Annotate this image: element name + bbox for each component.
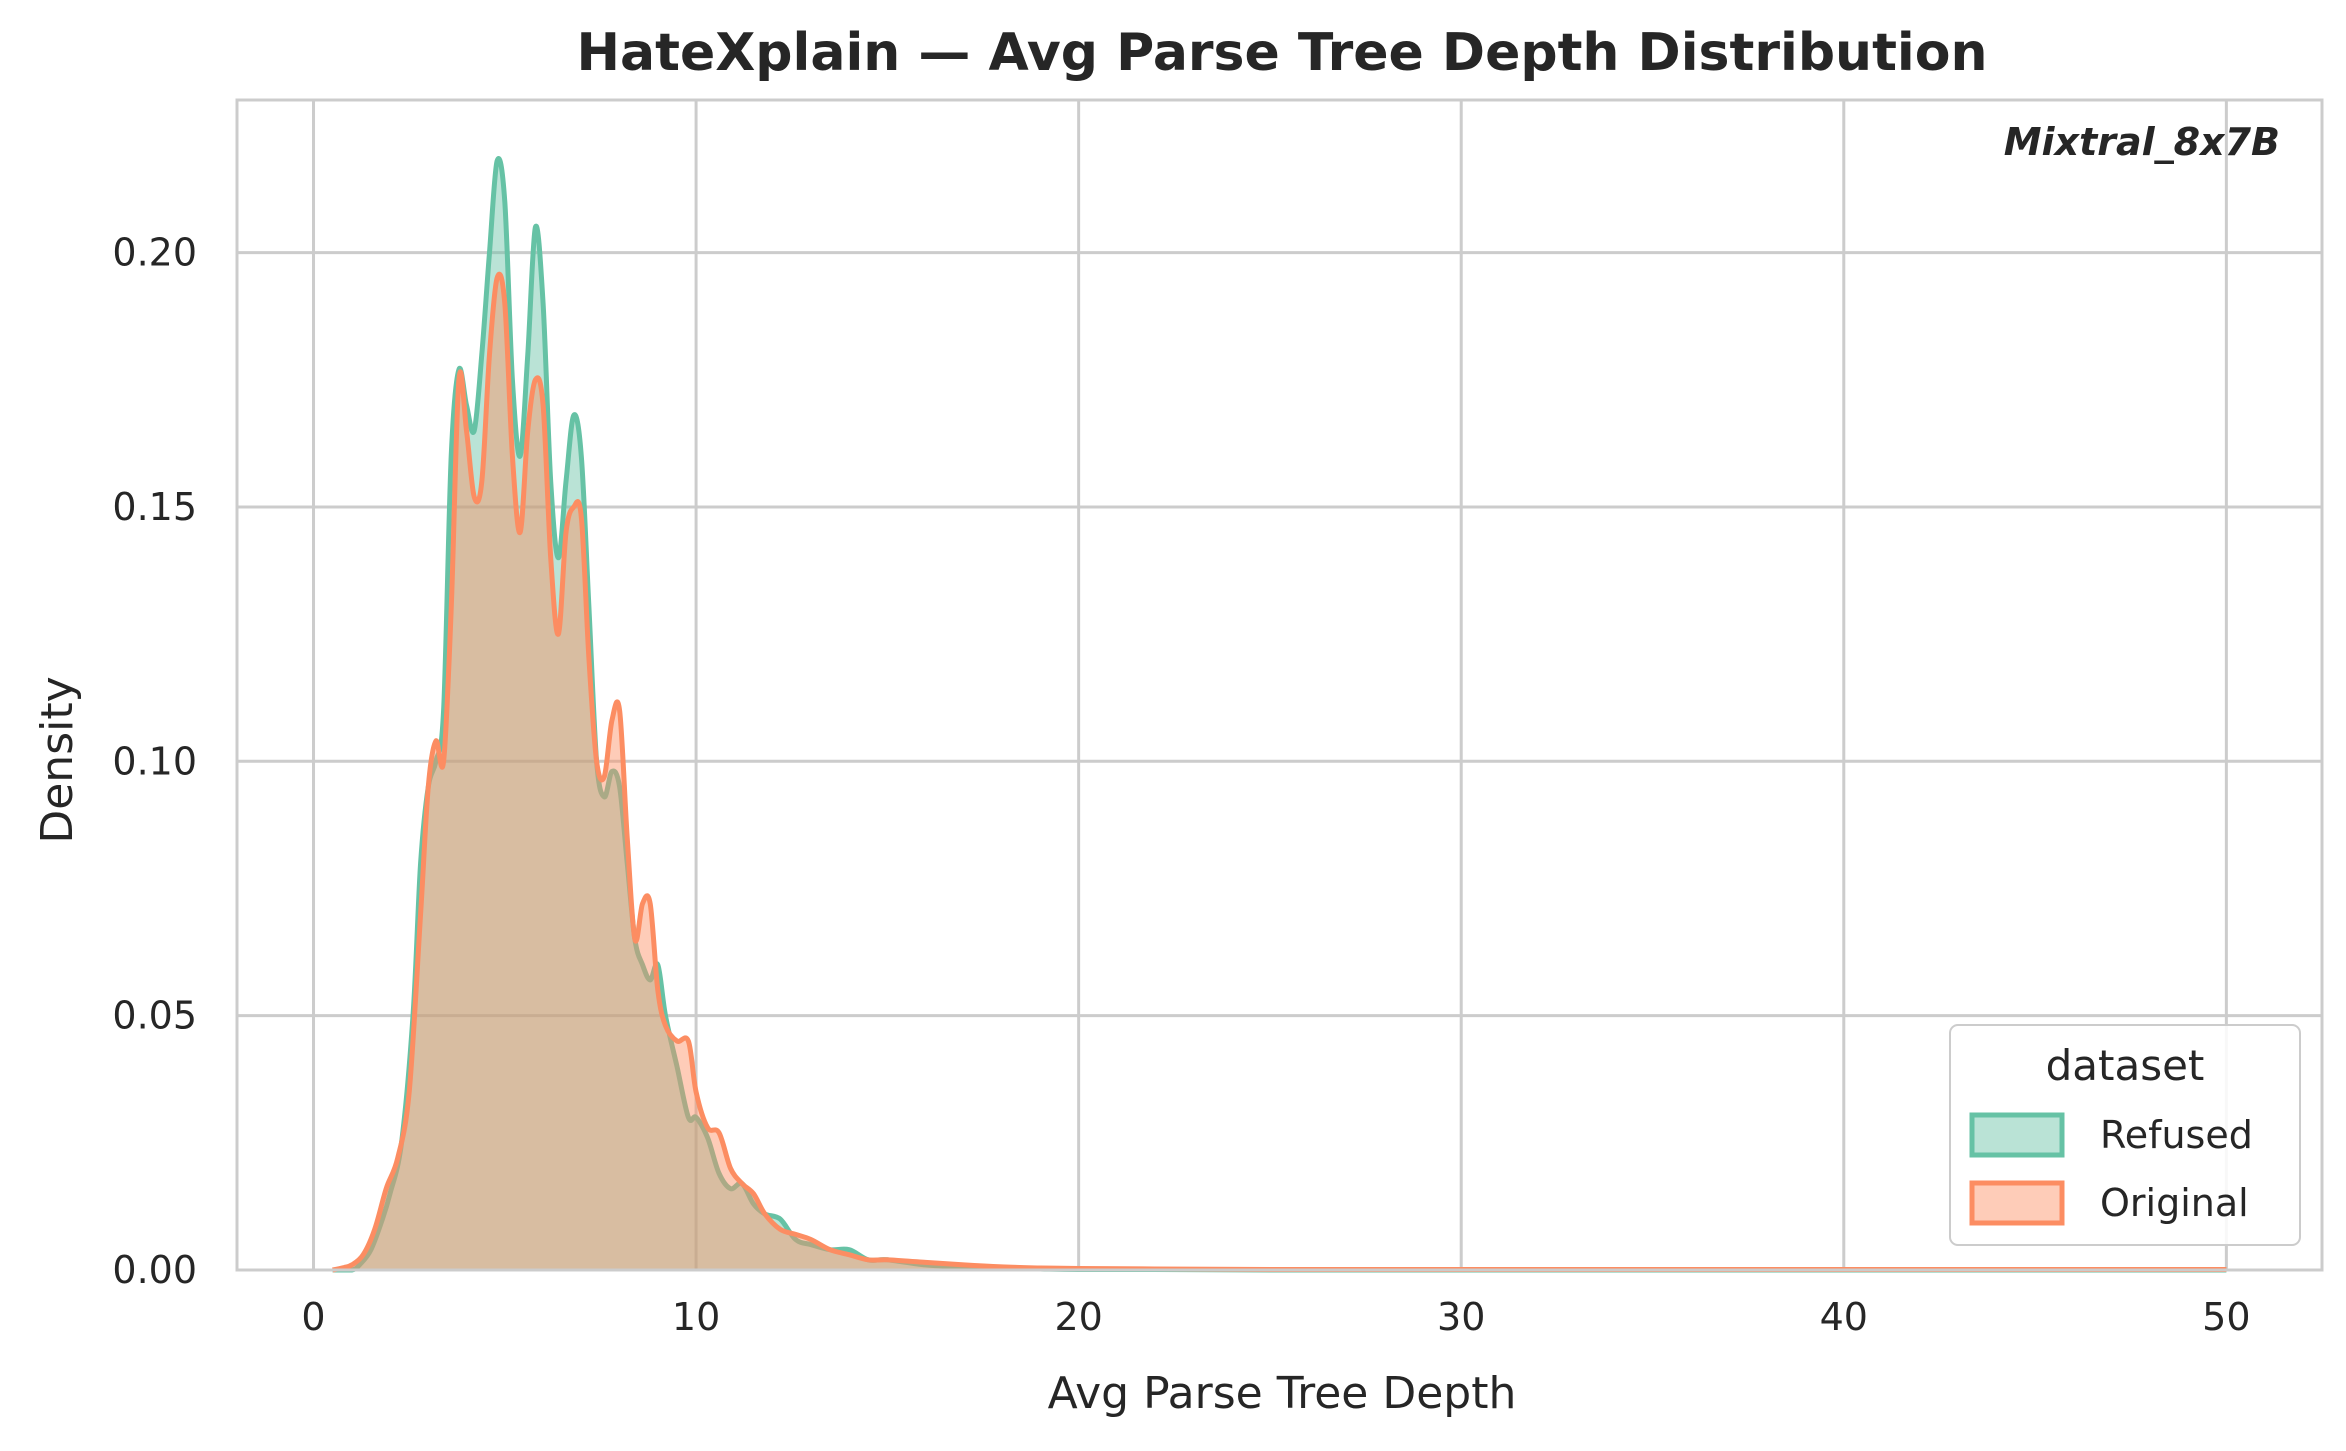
y-tick-label: 0.15 <box>112 485 197 529</box>
y-axis-label: Density <box>32 676 83 843</box>
density-area-original <box>332 274 2227 1270</box>
model-annotation: Mixtral_8x7B <box>2004 120 2280 164</box>
x-tick-label: 40 <box>1820 1295 1868 1339</box>
y-tick-label: 0.20 <box>112 231 197 275</box>
x-axis-label: Avg Parse Tree Depth <box>1048 1368 1517 1419</box>
legend-label-original: Original <box>2100 1181 2249 1225</box>
y-tick-label: 0.00 <box>112 1248 197 1292</box>
density-line-original <box>332 271 2227 1273</box>
legend-label-refused: Refused <box>2100 1113 2253 1157</box>
plot-frame <box>235 98 2324 1272</box>
legend-swatch-refused <box>1969 1112 2065 1158</box>
x-tick-label: 20 <box>1054 1295 1102 1339</box>
legend: dataset Refused Original <box>1949 1024 2301 1246</box>
legend-title: dataset <box>2046 1041 2205 1090</box>
x-tick-label: 30 <box>1437 1295 1485 1339</box>
y-tick-label: 0.05 <box>112 994 197 1038</box>
tick-labels: 0 10 20 30 40 50 0.00 0.05 0.10 0.15 0.20 <box>112 231 2250 1339</box>
x-tick-label: 10 <box>672 1295 720 1339</box>
legend-swatch-original <box>1969 1180 2065 1226</box>
legend-box <box>1949 1024 2301 1246</box>
y-tick-label: 0.10 <box>112 739 197 783</box>
density-area-refused <box>332 158 2227 1270</box>
chart-title: HateXplain — Avg Parse Tree Depth Distri… <box>576 23 1987 83</box>
x-tick-label: 50 <box>2202 1295 2250 1339</box>
series-layer <box>332 156 2227 1273</box>
x-tick-label: 0 <box>301 1295 325 1339</box>
